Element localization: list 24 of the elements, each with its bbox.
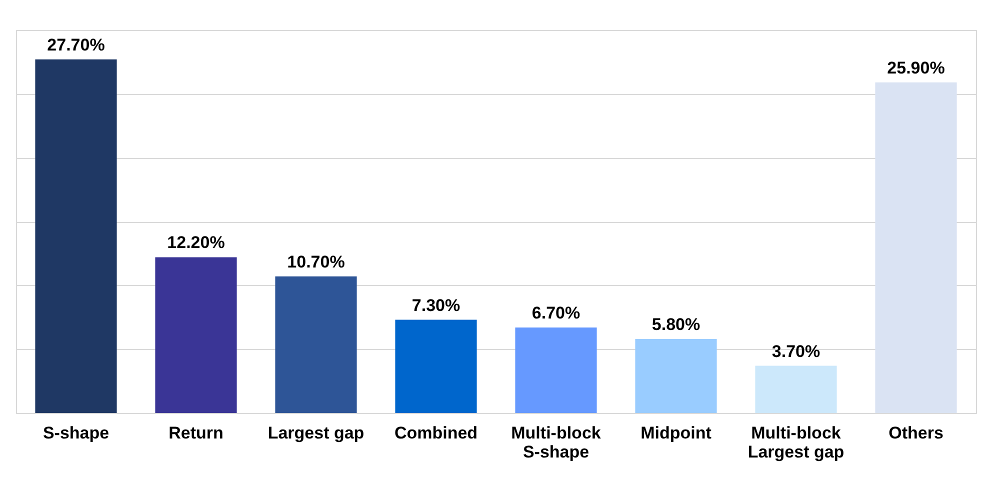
bar: [395, 320, 477, 413]
data-label: 5.80%: [652, 314, 700, 334]
bar: [275, 276, 357, 413]
x-tick-label: S-shape: [42, 424, 110, 442]
data-label: 6.70%: [532, 303, 580, 322]
bar: [155, 257, 237, 413]
x-tick-label: Largest gap: [268, 424, 364, 442]
bar: [515, 327, 597, 413]
bar: [755, 366, 837, 413]
x-tick-label: Return: [168, 424, 224, 442]
bar: [35, 59, 117, 413]
data-label: 7.30%: [412, 296, 460, 315]
x-tick-label: Others: [888, 424, 944, 442]
x-tick-label: Combined: [394, 424, 478, 442]
x-tick-label: Multi-block S-shape: [511, 424, 602, 462]
data-label: 27.70%: [47, 35, 105, 54]
x-tick-label: Midpoint: [640, 424, 712, 442]
data-label: 3.70%: [772, 342, 820, 361]
bar: [635, 338, 717, 413]
data-label: 25.90%: [887, 58, 945, 78]
x-tick-label: Multi-block Largest gap: [748, 424, 844, 462]
bar: [875, 82, 957, 413]
data-label: 12.20%: [167, 233, 225, 252]
data-label: 10.70%: [287, 252, 345, 272]
